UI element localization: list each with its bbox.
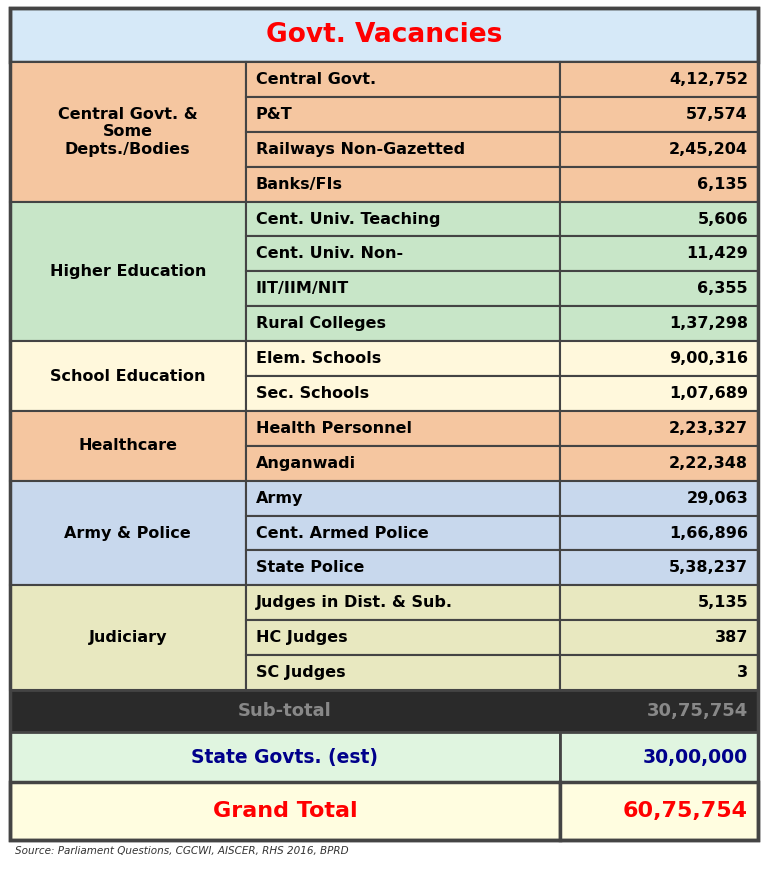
Bar [560, 306, 758, 341]
Bar [560, 550, 758, 585]
Bar [10, 62, 246, 201]
Text: Healthcare: Healthcare [78, 439, 177, 453]
Bar [560, 480, 758, 515]
Text: 1,07,689: 1,07,689 [669, 386, 748, 401]
Text: Source: Parliament Questions, CGCWI, AISCER, RHS 2016, BPRD: Source: Parliament Questions, CGCWI, AIS… [15, 846, 349, 856]
Text: Army: Army [256, 491, 303, 506]
Text: Cent. Armed Police: Cent. Armed Police [256, 526, 429, 541]
Text: 30,00,000: 30,00,000 [643, 747, 748, 766]
Text: Cent. Univ. Non-: Cent. Univ. Non- [256, 247, 402, 262]
Bar [246, 167, 560, 201]
Text: 2,45,204: 2,45,204 [669, 142, 748, 157]
Bar [560, 341, 758, 376]
Text: Sec. Schools: Sec. Schools [256, 386, 369, 401]
Bar [246, 376, 560, 411]
Text: State Govts. (est): State Govts. (est) [191, 747, 379, 766]
Text: Grand Total: Grand Total [213, 801, 357, 821]
Bar [246, 446, 560, 480]
Text: IIT/IIM/NIT: IIT/IIM/NIT [256, 282, 349, 296]
Text: 11,429: 11,429 [687, 247, 748, 262]
Bar [560, 585, 758, 620]
Bar [560, 411, 758, 446]
Bar [10, 480, 246, 585]
Bar [560, 236, 758, 271]
Text: 5,135: 5,135 [697, 596, 748, 610]
Text: 2,23,327: 2,23,327 [669, 421, 748, 436]
Text: Cent. Univ. Teaching: Cent. Univ. Teaching [256, 212, 440, 227]
Text: Judiciary: Judiciary [88, 630, 167, 645]
Text: 6,135: 6,135 [697, 177, 748, 192]
Bar [246, 515, 560, 550]
Bar [560, 62, 758, 97]
Bar [560, 376, 758, 411]
Text: Army & Police: Army & Police [65, 526, 191, 541]
Bar [246, 411, 560, 446]
Bar [246, 550, 560, 585]
Bar [246, 97, 560, 132]
Text: Higher Education: Higher Education [50, 264, 206, 279]
Bar [246, 306, 560, 341]
Text: Rural Colleges: Rural Colleges [256, 317, 386, 331]
Text: 387: 387 [715, 630, 748, 645]
Text: State Police: State Police [256, 561, 364, 576]
Text: Central Govt. &
Some
Depts./Bodies: Central Govt. & Some Depts./Bodies [58, 107, 197, 157]
Text: 5,38,237: 5,38,237 [669, 561, 748, 576]
Bar [246, 585, 560, 620]
Bar [560, 271, 758, 306]
Text: 57,574: 57,574 [687, 107, 748, 122]
Text: 4,12,752: 4,12,752 [669, 72, 748, 87]
Text: 6,355: 6,355 [697, 282, 748, 296]
Text: Govt. Vacancies: Govt. Vacancies [266, 22, 502, 48]
Text: 30,75,754: 30,75,754 [647, 702, 748, 720]
Text: 29,063: 29,063 [687, 491, 748, 506]
Bar [10, 585, 246, 690]
Bar [246, 62, 560, 97]
Text: 3: 3 [737, 665, 748, 680]
Text: P&T: P&T [256, 107, 293, 122]
Bar [10, 690, 758, 732]
Bar [560, 515, 758, 550]
Text: 1,66,896: 1,66,896 [669, 526, 748, 541]
Text: Judges in Dist. & Sub.: Judges in Dist. & Sub. [256, 596, 452, 610]
Bar [560, 132, 758, 167]
Text: Central Govt.: Central Govt. [256, 72, 376, 87]
Bar [560, 97, 758, 132]
Bar [560, 782, 758, 840]
Text: Railways Non-Gazetted: Railways Non-Gazetted [256, 142, 465, 157]
Text: Elem. Schools: Elem. Schools [256, 351, 381, 366]
Bar [10, 341, 246, 411]
Bar [10, 201, 246, 341]
Text: Banks/FIs: Banks/FIs [256, 177, 343, 192]
Text: 2,22,348: 2,22,348 [669, 456, 748, 471]
Text: SC Judges: SC Judges [256, 665, 346, 680]
Text: School Education: School Education [50, 369, 206, 384]
Bar [560, 446, 758, 480]
Text: HC Judges: HC Judges [256, 630, 347, 645]
Bar [246, 341, 560, 376]
Text: Sub-total: Sub-total [238, 702, 332, 720]
Bar [246, 655, 560, 690]
Bar [246, 236, 560, 271]
Text: Anganwadi: Anganwadi [256, 456, 356, 471]
Bar [246, 201, 560, 236]
Text: 60,75,754: 60,75,754 [623, 801, 748, 821]
Text: 1,37,298: 1,37,298 [669, 317, 748, 331]
Bar [10, 8, 758, 62]
Bar [10, 732, 560, 782]
Bar [560, 167, 758, 201]
Bar [10, 411, 246, 480]
Text: Health Personnel: Health Personnel [256, 421, 412, 436]
Bar [10, 782, 560, 840]
Bar [246, 620, 560, 655]
Bar [560, 620, 758, 655]
Bar [560, 655, 758, 690]
Text: 5,606: 5,606 [697, 212, 748, 227]
Text: 9,00,316: 9,00,316 [669, 351, 748, 366]
Bar [246, 132, 560, 167]
Bar [246, 480, 560, 515]
Bar [560, 732, 758, 782]
Bar [560, 201, 758, 236]
Bar [246, 271, 560, 306]
